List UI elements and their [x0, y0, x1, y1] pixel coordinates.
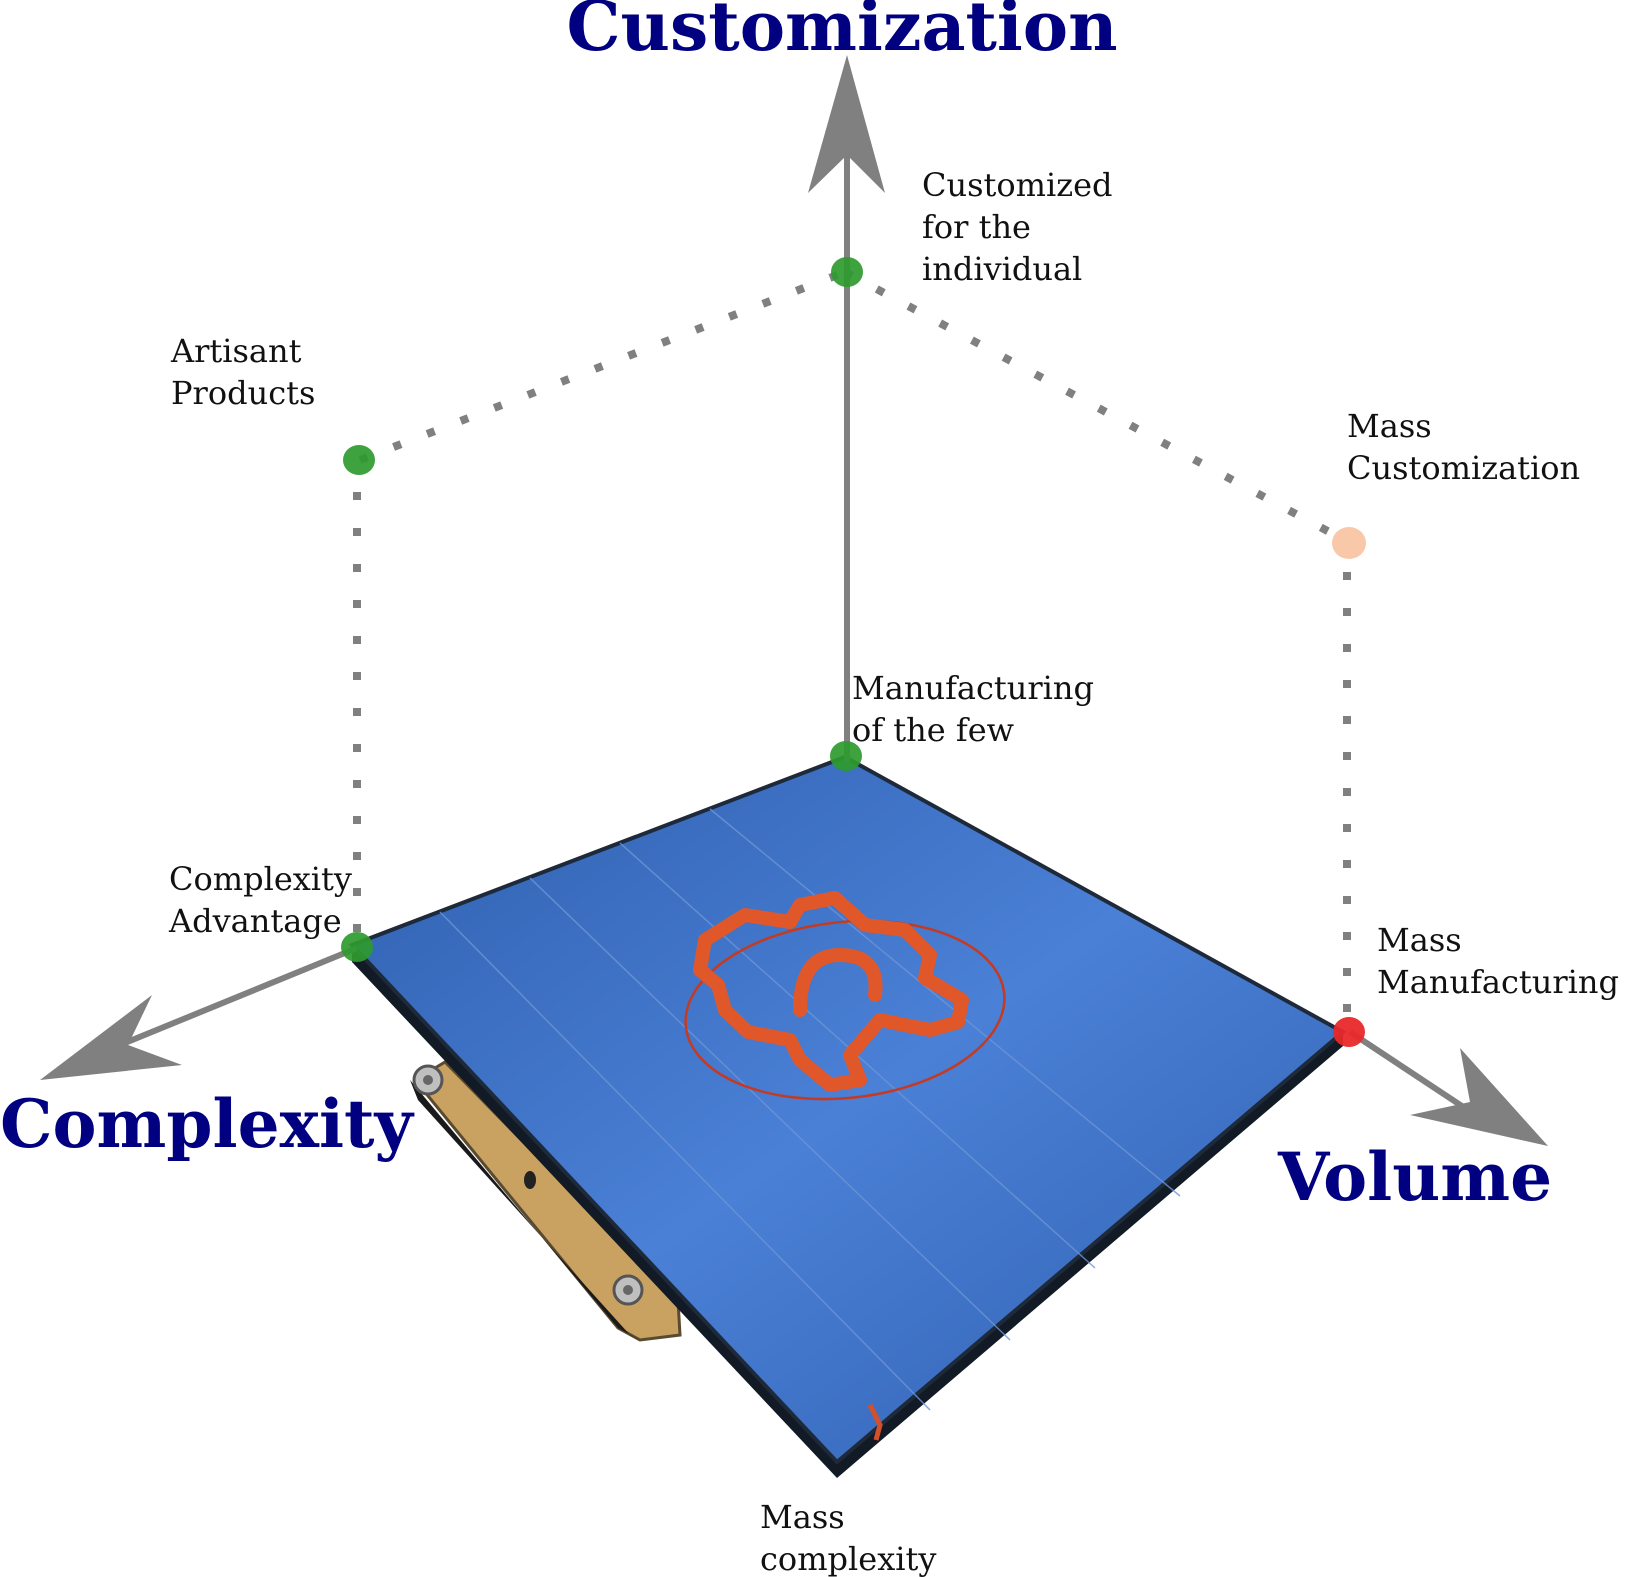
axis-title-volume: Volume — [1277, 1138, 1552, 1216]
label-line: Advantage — [168, 902, 342, 940]
build-plate-illustration — [348, 754, 1347, 1478]
label-mass-complexity: Mass complexity — [760, 1498, 936, 1577]
label-line: Mass — [760, 1498, 845, 1536]
label-line: Manufacturing — [1377, 963, 1619, 1001]
point-mass-customization — [1332, 527, 1366, 559]
label-line: Manufacturing — [852, 669, 1094, 707]
label-mass-customization: Mass Customization — [1347, 407, 1580, 487]
dotted-connectors — [353, 268, 1351, 1018]
axis-title-customization: Customization — [566, 0, 1117, 67]
dotted-line-artisant-to-individual — [358, 268, 847, 464]
label-line: Complexity — [169, 860, 352, 898]
label-line: Customization — [1347, 449, 1580, 487]
axis-arrows — [40, 55, 1548, 1146]
label-line: Mass — [1377, 921, 1462, 959]
plate-edge — [352, 945, 1343, 1478]
point-customized-individual — [831, 257, 863, 287]
label-line: Customized — [922, 166, 1113, 204]
label-line: for the — [922, 208, 1031, 246]
point-artisant-products — [343, 445, 375, 475]
label-complexity-advantage: Complexity Advantage — [168, 860, 352, 940]
label-mass-manufacturing: Mass Manufacturing — [1377, 921, 1619, 1001]
printed-gear-part — [684, 891, 1006, 1441]
label-line: of the few — [852, 711, 1014, 749]
dotted-line-individual-to-mass-customization — [843, 268, 1350, 546]
label-line: Products — [171, 374, 315, 412]
label-customized-individual: Customized for the individual — [922, 166, 1113, 288]
label-line: Mass — [1347, 407, 1432, 445]
label-line: complexity — [760, 1540, 936, 1577]
complexity-axis-line — [118, 945, 359, 1048]
mounting-bracket — [410, 1060, 682, 1342]
customization-arrowhead-icon — [808, 55, 885, 193]
volume-axis-line — [1348, 1029, 1482, 1121]
axis-title-complexity: Complexity — [0, 1085, 415, 1163]
points — [341, 257, 1366, 1047]
label-line: individual — [922, 250, 1082, 288]
complexity-arrowhead-icon — [40, 995, 182, 1080]
label-line: Artisant — [170, 332, 302, 370]
point-complexity-advantage — [341, 932, 373, 962]
label-manufacturing-few: Manufacturing of the few — [852, 669, 1094, 749]
volume-arrowhead-icon — [1410, 1048, 1548, 1146]
point-mass-manufacturing — [1333, 1017, 1365, 1047]
label-artisant-products: Artisant Products — [170, 332, 315, 412]
point-manufacturing-few — [830, 741, 862, 771]
